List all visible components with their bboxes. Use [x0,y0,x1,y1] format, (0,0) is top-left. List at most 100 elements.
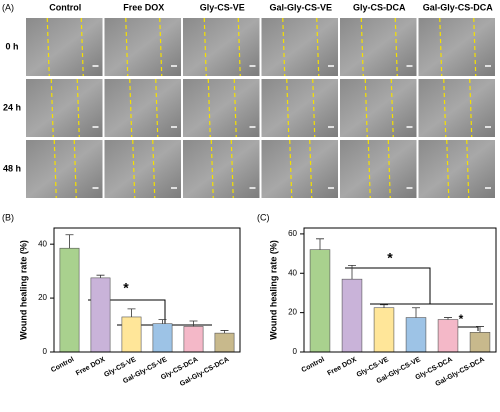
microscopy-image [26,79,103,137]
wound-edge-line [390,78,394,138]
microscopy-image [340,140,417,198]
error-bar [65,234,74,249]
wound-edge-line [129,78,133,138]
microscopy-image [418,140,495,198]
microscopy-image [183,79,260,137]
panel-label: (B) [2,212,14,222]
wound-edge-line [289,139,293,199]
wound-edge-line [230,139,234,199]
y-tick-label: 20 [38,293,47,302]
microscopy-image [340,18,417,76]
wound-edge-line [159,17,163,77]
wound-edge-line [80,17,84,77]
microscopy-image [261,79,338,137]
bar [373,307,395,353]
image-grid: Control Free DOX Gly-CS-VE Gal-Gly-CS-VE Gly… [3,2,495,199]
row-label: 0 h [5,41,18,51]
significance-star: * [459,312,464,326]
error-bar [158,319,167,324]
column-label: Control [49,2,81,12]
y-tick-label: 0 [43,347,48,356]
error-bar [476,326,484,333]
wound-edge-line [152,139,156,199]
microscopy-image [104,140,181,198]
bar [309,249,331,353]
x-tick-label: Control [50,356,75,374]
microscopy-image [418,79,495,137]
wound-edge-line [473,17,477,77]
wound-edge-line [469,78,473,138]
column-label: Gal-Gly-CS-VE [269,2,332,12]
chart-c: * * (C) Wound healing rate (%) 0 20 40 60 Cont… [257,212,497,388]
x-tick-label: Free DOX [75,356,107,377]
microscopy-image [261,140,338,198]
wound-edge-line [207,78,211,138]
panel-label: (C) [257,212,270,222]
microscopy-image [26,18,103,76]
significance-star: * [123,280,129,296]
error-bar [127,308,136,317]
error-bar [316,238,324,250]
y-tick-label: 0 [293,347,298,356]
wound-edge-line [50,78,54,138]
error-bar [220,330,229,334]
wound-edge-line [443,78,447,138]
panel-label: (A) [2,2,14,12]
microscopy-image [418,18,495,76]
microscopy-image [183,140,260,198]
chart-b: * (B) Wound healing rate (%) 0 20 40 Control F… [2,212,241,388]
wound-edge-line [367,139,371,199]
bar [90,277,111,353]
y-tick-label: 60 [288,229,297,238]
column-label: Gal-Gly-CS-DCA [423,2,494,12]
wound-edge-line [446,139,450,199]
wound-edge-line [46,17,50,77]
wound-edge-line [466,139,470,199]
wound-edge-line [394,17,398,77]
wound-edge-line [360,17,364,77]
column-label: Gly-CS-VE [200,2,245,12]
wound-edge-line [210,139,214,199]
significance-bracket [88,299,166,325]
error-bar [444,317,452,320]
x-tick-label: Free DOX [326,356,358,377]
wound-edge-line [312,78,316,138]
bar [214,332,235,353]
bar [469,332,491,353]
x-tick-label: Control [301,356,326,374]
wound-edge-line [76,78,80,138]
bar [405,317,427,353]
wound-edge-line [73,139,77,199]
y-axis-label: Wound healing rate (%) [268,240,278,340]
error-bar [96,274,105,278]
microscopy-image [340,79,417,137]
microscopy-image [261,18,338,76]
error-bar [380,304,388,308]
significance-star: * [387,250,393,266]
microscopy-image [104,18,181,76]
row-label: 24 h [3,102,21,112]
microscopy-image [104,79,181,137]
plot-frame [53,227,241,353]
error-bar [412,307,420,318]
bar [59,247,80,353]
wound-edge-line [237,17,241,77]
wound-edge-line [286,78,290,138]
wound-edge-line [233,78,237,138]
bar [152,323,173,353]
wound-edge-line [203,17,207,77]
bar [121,316,142,353]
row-label: 48 h [3,163,21,173]
error-bar [189,320,198,327]
bar [341,278,363,353]
wound-edge-line [316,17,320,77]
wound-edge-line [439,17,443,77]
bar [183,326,204,353]
wound-edge-line [364,78,368,138]
microscopy-image [26,140,103,198]
wound-edge-line [155,78,159,138]
wound-edge-line [53,139,57,199]
plot-frame [303,227,497,353]
significance-bracket [345,267,431,304]
